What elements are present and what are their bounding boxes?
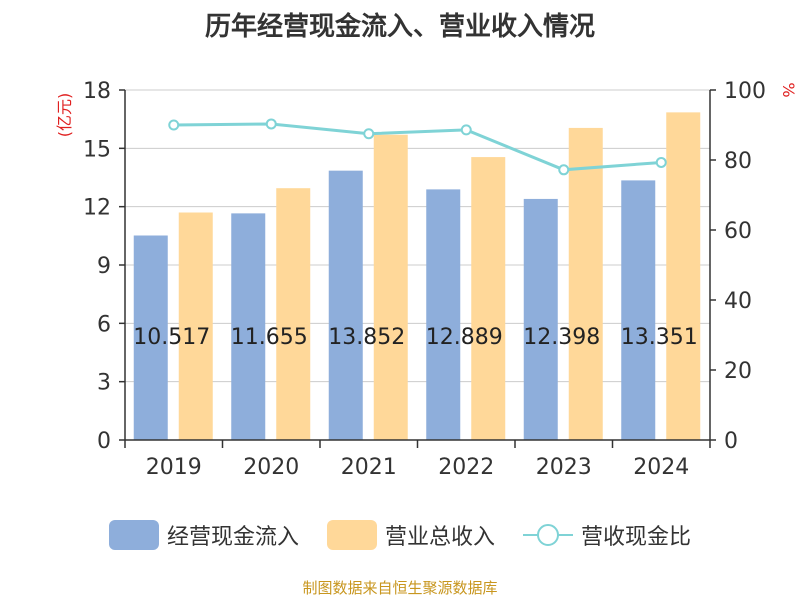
bar-revenue	[373, 134, 408, 440]
x-tick-label: 2023	[536, 455, 592, 480]
x-tick-label: 2020	[243, 455, 299, 480]
legend-swatch-revenue	[326, 520, 377, 550]
point-cash-ratio	[265, 118, 277, 130]
legend-item-cash-inflow[interactable]: 经营现金流入	[108, 519, 299, 551]
data-label-cash-inflow: 12.889	[426, 325, 503, 350]
x-tick-label: 2019	[146, 455, 202, 480]
bar-revenue	[568, 127, 603, 441]
point-cash-ratio	[363, 128, 375, 140]
axis-layer: 0 3 6 9 12 15 18 0 20 40 60 80 100 2019 2020 2021 2022 20…	[55, 79, 798, 480]
point-cash-ratio	[655, 156, 667, 168]
line-layer	[168, 118, 667, 176]
left-tick-label: 15	[83, 137, 111, 162]
x-tick-label: 2022	[438, 455, 494, 480]
right-tick-label: 80	[724, 149, 752, 174]
bar-layer	[133, 112, 701, 441]
legend-swatch-cash-ratio	[523, 524, 573, 546]
left-tick-label: 0	[97, 429, 111, 454]
source-note: 制图数据来自恒生聚源数据库	[302, 579, 498, 597]
point-cash-ratio	[558, 164, 570, 176]
legend-swatch-cash-inflow	[108, 520, 159, 550]
left-tick-label: 12	[83, 196, 111, 221]
left-tick-label: 18	[83, 79, 111, 104]
legend-label-cash-inflow: 经营现金流入	[166, 525, 299, 550]
left-tick-label: 9	[97, 254, 111, 279]
bar-cash-inflow	[523, 198, 558, 440]
data-label-cash-inflow: 11.655	[231, 325, 308, 350]
x-tick-label: 2024	[633, 455, 689, 480]
line-cash-ratio	[173, 122, 662, 172]
bar-cash-inflow	[328, 170, 363, 440]
right-tick-label: 60	[724, 219, 752, 244]
left-tick-label: 6	[97, 312, 111, 337]
label-layer: 10.517 11.655 13.852 12.889 12.398 13.351	[133, 325, 697, 350]
data-label-cash-inflow: 10.517	[133, 325, 210, 350]
bar-cash-inflow	[426, 189, 461, 440]
data-label-cash-inflow: 12.398	[523, 325, 600, 350]
bar-revenue	[276, 188, 311, 440]
legend-item-cash-ratio[interactable]: 营收现金比	[523, 519, 691, 551]
x-tick-label: 2021	[341, 455, 397, 480]
bar-cash-inflow	[231, 213, 266, 440]
legend: 经营现金流入 营业总收入 营收现金比	[0, 515, 800, 555]
bar-revenue	[666, 112, 701, 440]
right-tick-label: 0	[724, 429, 738, 454]
data-label-cash-inflow: 13.852	[328, 325, 405, 350]
right-tick-label: 100	[724, 79, 766, 104]
bar-cash-inflow	[621, 180, 656, 440]
bar-cash-inflow	[133, 235, 168, 440]
right-axis-unit: %	[779, 82, 798, 97]
chart-title: 历年经营现金流入、营业收入情况	[204, 12, 595, 42]
point-cash-ratio	[168, 119, 180, 131]
legend-label-revenue: 营业总收入	[384, 525, 495, 550]
data-label-cash-inflow: 13.351	[621, 325, 698, 350]
legend-item-revenue[interactable]: 营业总收入	[326, 519, 495, 551]
grid-layer	[125, 89, 710, 383]
bar-revenue	[471, 157, 506, 441]
right-tick-label: 20	[724, 359, 752, 384]
left-axis-unit: (亿元)	[55, 93, 74, 138]
bar-revenue	[178, 212, 213, 440]
right-tick-label: 40	[724, 289, 752, 314]
point-cash-ratio	[460, 124, 472, 136]
legend-label-cash-ratio: 营收现金比	[581, 525, 692, 550]
left-tick-label: 3	[97, 371, 111, 396]
